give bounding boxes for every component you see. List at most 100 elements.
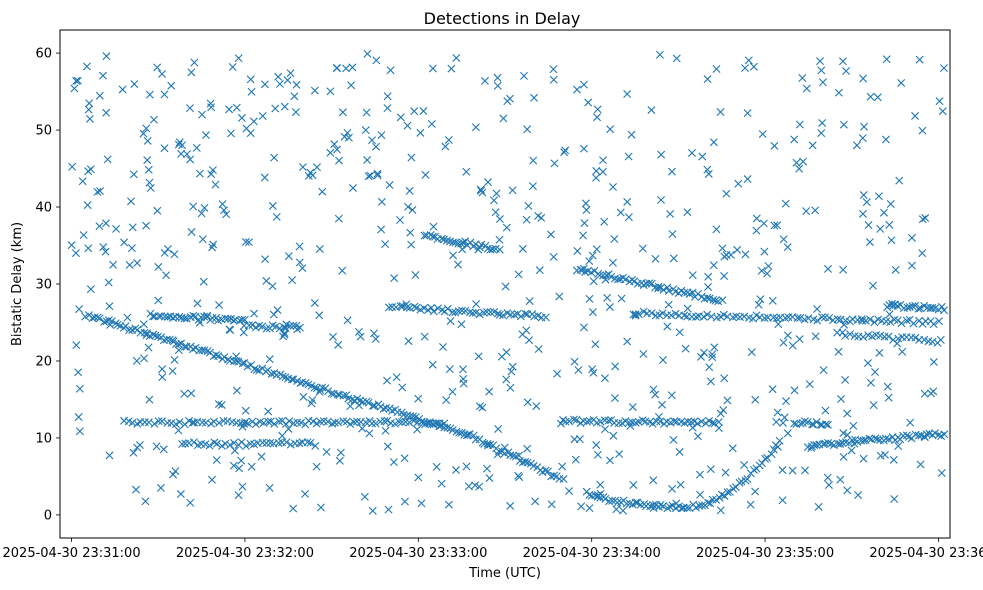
data-point bbox=[887, 236, 896, 245]
data-point bbox=[657, 150, 666, 159]
data-point bbox=[354, 327, 363, 336]
data-point bbox=[843, 430, 852, 439]
data-point bbox=[78, 177, 87, 186]
data-point bbox=[865, 238, 874, 247]
data-point bbox=[454, 260, 463, 269]
data-point bbox=[798, 74, 807, 83]
data-point bbox=[377, 225, 386, 234]
data-point bbox=[573, 85, 582, 94]
data-point bbox=[480, 76, 489, 85]
data-point bbox=[907, 233, 916, 242]
data-point bbox=[162, 271, 171, 280]
data-point bbox=[248, 320, 257, 329]
data-point bbox=[858, 316, 867, 325]
data-point bbox=[346, 402, 355, 411]
data-point bbox=[105, 302, 114, 311]
data-point bbox=[521, 309, 530, 318]
data-point bbox=[651, 311, 660, 320]
data-point bbox=[238, 315, 247, 324]
data-point bbox=[883, 382, 892, 391]
data-point bbox=[472, 300, 481, 309]
data-point bbox=[408, 205, 417, 214]
data-point bbox=[315, 244, 324, 253]
data-point bbox=[318, 383, 327, 392]
data-point bbox=[400, 497, 409, 506]
data-point bbox=[272, 212, 281, 221]
data-point bbox=[525, 297, 534, 306]
data-point bbox=[596, 417, 605, 426]
data-point bbox=[198, 235, 207, 244]
data-point bbox=[874, 192, 883, 201]
data-point bbox=[603, 293, 612, 302]
data-point bbox=[209, 240, 218, 249]
data-point bbox=[493, 73, 502, 82]
data-point bbox=[225, 105, 234, 114]
data-point bbox=[315, 311, 324, 320]
data-point bbox=[153, 206, 162, 215]
data-point bbox=[720, 252, 729, 261]
data-point bbox=[672, 54, 681, 63]
data-point bbox=[212, 439, 221, 448]
data-point bbox=[73, 76, 82, 85]
data-point bbox=[773, 221, 782, 230]
data-point bbox=[494, 424, 503, 433]
data-point bbox=[630, 277, 639, 286]
data-point bbox=[746, 500, 755, 509]
data-point bbox=[414, 394, 423, 403]
data-point bbox=[169, 313, 178, 322]
data-point bbox=[935, 317, 944, 326]
data-point bbox=[425, 419, 434, 428]
data-point bbox=[703, 310, 712, 319]
data-point bbox=[799, 157, 808, 166]
data-point bbox=[301, 489, 310, 498]
data-point bbox=[870, 318, 879, 327]
data-point bbox=[383, 376, 392, 385]
data-point bbox=[396, 113, 405, 122]
data-point bbox=[706, 377, 715, 386]
data-point bbox=[592, 440, 601, 449]
data-point bbox=[249, 117, 258, 126]
data-point bbox=[704, 169, 713, 178]
data-point bbox=[928, 303, 937, 312]
data-point bbox=[589, 368, 598, 377]
y-axis-label: Bistatic Delay (km) bbox=[10, 222, 25, 346]
data-point bbox=[83, 201, 92, 210]
data-point bbox=[507, 367, 516, 376]
data-point bbox=[796, 314, 805, 323]
data-point bbox=[178, 440, 187, 449]
data-point bbox=[103, 155, 112, 164]
data-point bbox=[187, 389, 196, 398]
data-point bbox=[273, 306, 282, 315]
data-point bbox=[339, 417, 348, 426]
data-point bbox=[726, 250, 735, 259]
data-point bbox=[839, 265, 848, 274]
data-point bbox=[824, 481, 833, 490]
data-point bbox=[268, 282, 277, 291]
data-point bbox=[154, 296, 163, 305]
data-point bbox=[588, 251, 597, 260]
data-point bbox=[292, 321, 301, 330]
data-point bbox=[229, 461, 238, 470]
data-point bbox=[193, 299, 202, 308]
data-point bbox=[360, 492, 369, 501]
data-point bbox=[461, 306, 470, 315]
data-point bbox=[906, 418, 915, 427]
data-point bbox=[790, 386, 799, 395]
data-point bbox=[260, 173, 269, 182]
data-point bbox=[312, 462, 321, 471]
data-point bbox=[705, 363, 714, 372]
y-tick-label: 50 bbox=[35, 124, 52, 139]
data-point bbox=[171, 467, 180, 476]
data-point bbox=[68, 162, 77, 171]
data-point bbox=[400, 454, 409, 463]
data-point bbox=[285, 417, 294, 426]
data-point bbox=[807, 444, 816, 453]
data-point bbox=[624, 213, 633, 222]
data-point bbox=[271, 104, 280, 113]
data-point bbox=[506, 501, 515, 510]
data-point bbox=[940, 306, 949, 315]
data-point bbox=[491, 208, 500, 217]
data-point bbox=[493, 450, 502, 459]
data-point bbox=[225, 325, 234, 334]
data-point bbox=[915, 55, 924, 64]
